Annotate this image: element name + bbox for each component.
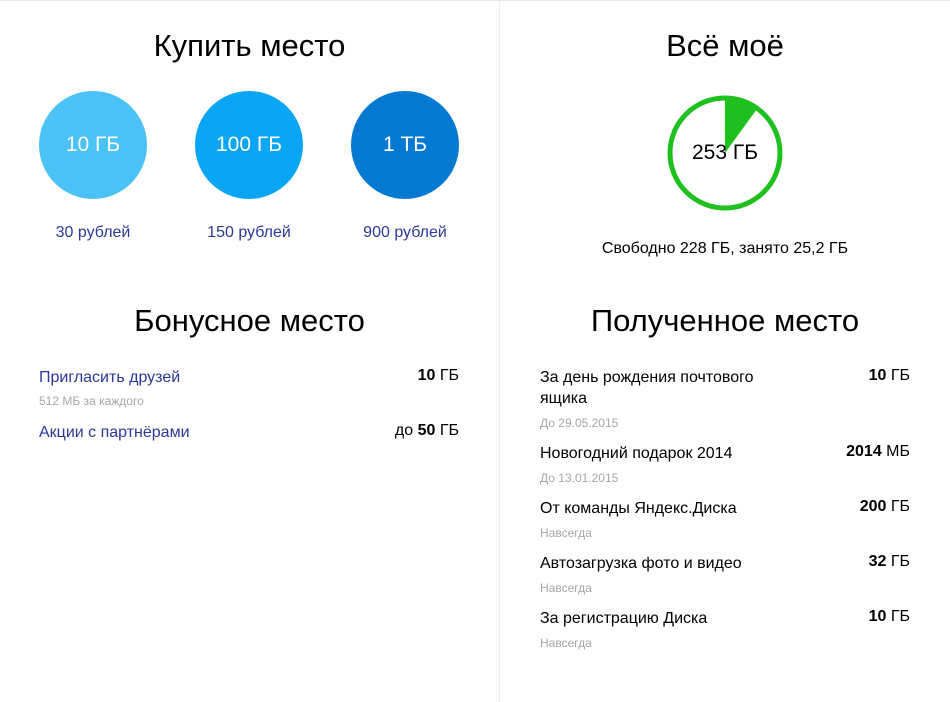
- buy-space-title: Купить место: [153, 28, 346, 63]
- partner-promos-amount: до 50 ГБ: [394, 422, 459, 439]
- received-item-amount: 32 ГБ: [868, 553, 910, 570]
- received-item-expiry: Навсегда: [540, 526, 592, 540]
- column-divider: [499, 0, 500, 702]
- received-item-amount: 10 ГБ: [868, 608, 910, 625]
- received-item-label: За регистрацию Диска: [540, 610, 708, 627]
- received-item-amount: 2014 МБ: [846, 443, 910, 460]
- invite-friends-note: 512 МБ за каждого: [39, 394, 144, 408]
- received-item-amount: 200 ГБ: [859, 498, 910, 515]
- invite-friends-link[interactable]: Пригласить друзей: [39, 369, 181, 386]
- all-mine-title: Всё моё: [666, 28, 784, 63]
- invite-friends-amount: 10 ГБ: [417, 367, 459, 384]
- buy-option-1tb-button[interactable]: 1 ТБ: [351, 91, 459, 199]
- top-border: [0, 0, 950, 1]
- price-10gb-link[interactable]: 30 рублей: [55, 224, 131, 241]
- storage-summary: Свободно 228 ГБ, занято 25,2 ГБ: [601, 240, 849, 257]
- storage-usage-ring: [667, 95, 783, 211]
- received-item-label-line: ящика: [540, 390, 588, 407]
- received-item-label: Новогодний подарок 2014: [540, 445, 733, 462]
- price-100gb-link[interactable]: 150 рублей: [207, 224, 291, 241]
- received-item-expiry: Навсегда: [540, 636, 592, 650]
- buy-option-100gb-button[interactable]: 100 ГБ: [195, 91, 303, 199]
- received-item-expiry: До 29.05.2015: [540, 416, 619, 430]
- received-item-expiry: До 13.01.2015: [540, 471, 619, 485]
- received-item-expiry: Навсегда: [540, 581, 592, 595]
- received-item-label: Автозагрузка фото и видео: [540, 555, 742, 572]
- storage-total: 253 ГБ: [691, 141, 759, 164]
- price-1tb-link[interactable]: 900 рублей: [363, 224, 447, 241]
- partner-promos-link[interactable]: Акции с партнёрами: [39, 424, 190, 441]
- received-item-label: От команды Яндекс.Диска: [540, 500, 737, 517]
- buy-option-10gb-button[interactable]: 10 ГБ: [39, 91, 147, 199]
- received-item-label-line: За день рождения почтового: [540, 369, 754, 386]
- received-space-title: Полученное место: [590, 303, 860, 338]
- received-item-label: За день рождения почтового ящика: [540, 367, 754, 409]
- storage-used-wedge: [725, 98, 758, 153]
- bonus-space-title: Бонусное место: [134, 303, 365, 338]
- received-item-amount: 10 ГБ: [868, 367, 910, 384]
